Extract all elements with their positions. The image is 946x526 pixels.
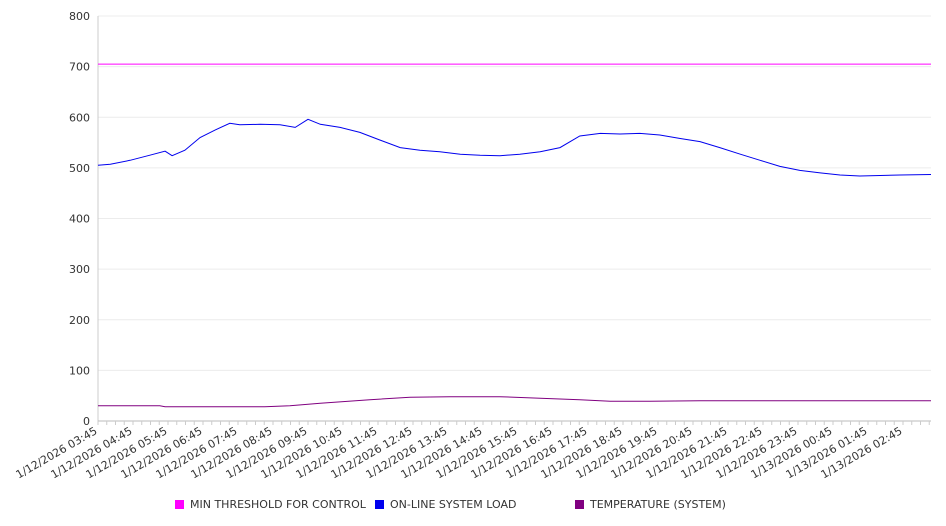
y-tick-label: 800 — [69, 10, 90, 23]
legend-swatch-temperature — [575, 500, 584, 509]
legend-item-load[interactable]: ON-LINE SYSTEM LOAD — [375, 498, 516, 511]
y-tick-label: 200 — [69, 314, 90, 327]
y-tick-label: 700 — [69, 61, 90, 74]
legend-item-temperature[interactable]: TEMPERATURE (SYSTEM) — [575, 498, 726, 511]
legend-label: TEMPERATURE (SYSTEM) — [590, 498, 726, 511]
series-line-1 — [97, 118, 932, 177]
y-tick-label: 100 — [69, 364, 90, 377]
y-tick-label: 600 — [69, 111, 90, 124]
legend-swatch-threshold — [175, 500, 184, 509]
legend-item-threshold[interactable]: MIN THRESHOLD FOR CONTROL — [175, 498, 366, 511]
y-tick-label: 0 — [83, 415, 90, 428]
series-line-2 — [98, 396, 931, 408]
y-tick-label: 500 — [69, 162, 90, 175]
y-tick-label: 400 — [69, 213, 90, 226]
legend-label: ON-LINE SYSTEM LOAD — [390, 498, 517, 511]
legend-label: MIN THRESHOLD FOR CONTROL — [190, 498, 366, 511]
legend-swatch-load — [375, 500, 384, 509]
y-tick-label: 300 — [69, 263, 90, 276]
